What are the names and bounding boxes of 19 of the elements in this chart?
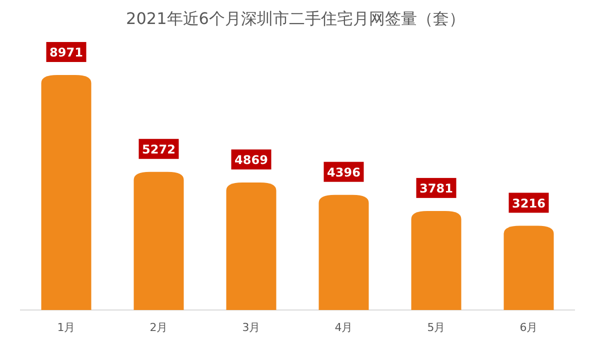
x-tick-label: 2月	[150, 321, 168, 334]
x-tick-label: 5月	[427, 321, 446, 334]
data-label: 3781	[420, 181, 453, 196]
bar	[41, 75, 92, 310]
data-label: 5272	[142, 142, 176, 156]
chart-title: 2021年近6个月深圳市二手住宅月网签量（套）	[126, 9, 465, 28]
x-tick-label: 3月	[242, 321, 260, 334]
data-label: 8971	[50, 46, 83, 60]
bar	[226, 182, 276, 310]
bar	[411, 210, 462, 310]
data-label: 4869	[234, 152, 268, 167]
bar	[504, 226, 554, 310]
x-tick-label: 6月	[520, 321, 538, 334]
x-tick-label: 1月	[57, 321, 76, 334]
bar	[134, 172, 184, 310]
data-label: 3216	[512, 196, 546, 210]
x-tick-label: 4月	[334, 321, 353, 334]
bar	[318, 194, 369, 310]
data-label: 4396	[327, 165, 360, 180]
